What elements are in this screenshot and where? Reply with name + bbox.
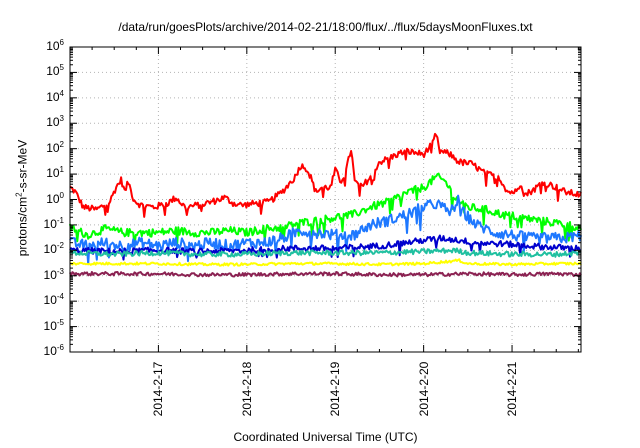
series-line-5 [69, 247, 582, 258]
x-tick-label: 2014-2-19 [328, 361, 343, 417]
y-tick-label: 101 [46, 165, 64, 181]
y-tick-label: 10-4 [43, 292, 64, 308]
y-tick-label: 102 [46, 139, 64, 155]
series-line-3 [69, 194, 582, 266]
x-tick-label: 2014-2-17 [151, 361, 166, 417]
y-tick-label: 104 [46, 88, 64, 104]
x-axis-label: Coordinated Universal Time (UTC) [233, 430, 418, 444]
y-axis-label: protons/cm2-s-sr-MeV [14, 139, 30, 257]
y-tick-label: 103 [46, 114, 64, 130]
y-tick-label: 10-6 [43, 343, 64, 358]
y-tick-label: 10-2 [43, 241, 64, 257]
series-line-1 [69, 132, 582, 218]
chart-title: /data/run/goesPlots/archive/2014-02-21/1… [118, 20, 533, 34]
x-tick-label: 2014-2-20 [416, 361, 431, 417]
y-tick-label: 100 [46, 190, 64, 206]
y-tick-label: 10-5 [43, 317, 64, 333]
x-tick-label: 2014-2-18 [239, 361, 254, 417]
axis-ticks [70, 46, 581, 353]
series-line-7 [69, 271, 582, 278]
series-line-6 [70, 258, 582, 267]
grid-lines [70, 47, 581, 352]
y-tick-label: 105 [46, 63, 64, 79]
y-tick-label: 106 [46, 38, 64, 53]
data-series-group [69, 132, 582, 278]
y-tick-label: 10-1 [43, 215, 64, 231]
series-line-2 [69, 172, 582, 249]
y-tick-label: 10-3 [43, 266, 64, 282]
series-line-4 [69, 234, 582, 261]
x-tick-label: 2014-2-21 [505, 361, 520, 417]
